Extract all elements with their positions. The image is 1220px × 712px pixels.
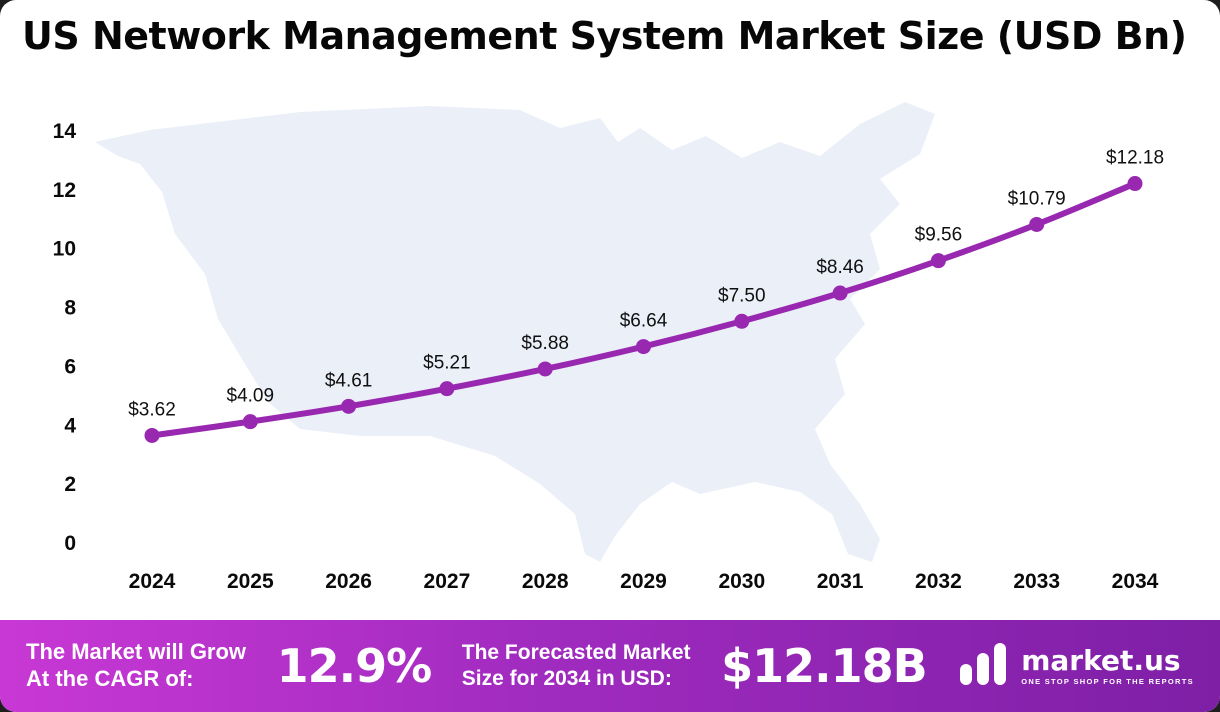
- svg-text:2: 2: [64, 473, 76, 496]
- data-point-marker: [144, 427, 160, 443]
- svg-text:4: 4: [64, 414, 76, 437]
- data-point-marker: [242, 414, 258, 430]
- data-point-marker: [734, 313, 750, 329]
- svg-text:2033: 2033: [1013, 570, 1060, 593]
- svg-text:0: 0: [64, 532, 76, 555]
- data-point-marker: [832, 285, 848, 301]
- data-point-marker: [537, 361, 553, 377]
- svg-text:2031: 2031: [817, 570, 864, 593]
- chart-area: 0 2 4 6 8 10 12 14 2024 2025 2026 2027 2028 2029 2030 2…: [0, 84, 1220, 620]
- line-chart: 0 2 4 6 8 10 12 14 2024 2025 2026 2027 2028 2029 2030 2…: [53, 102, 1164, 593]
- chart-title: US Network Management System Market Size…: [22, 14, 1187, 58]
- data-point-marker: [930, 253, 946, 269]
- svg-text:2032: 2032: [915, 570, 962, 593]
- svg-text:2027: 2027: [424, 570, 471, 593]
- svg-text:2026: 2026: [325, 570, 372, 593]
- footer-banner: The Market will Grow At the CAGR of: 12.…: [0, 620, 1220, 712]
- forecast-label-line1: The Forecasted Market: [461, 641, 691, 665]
- brand-name: market.us: [1021, 643, 1181, 677]
- brand-icon: [957, 640, 1011, 693]
- data-point-label: $12.18: [1106, 148, 1164, 169]
- svg-text:2030: 2030: [718, 570, 765, 593]
- data-point-marker: [439, 381, 455, 397]
- data-point-label: $5.21: [423, 353, 471, 374]
- svg-text:2028: 2028: [522, 570, 569, 593]
- cagr-label: The Market will Grow At the CAGR of:: [26, 639, 246, 693]
- data-point-label: $5.88: [521, 333, 569, 354]
- data-point-marker: [341, 398, 357, 414]
- cagr-value: 12.9%: [276, 639, 433, 693]
- data-point-marker: [1029, 216, 1045, 232]
- svg-text:2025: 2025: [227, 570, 274, 593]
- svg-text:6: 6: [64, 355, 76, 378]
- cagr-label-line2: At the CAGR of:: [26, 666, 194, 691]
- data-point-label: $4.09: [227, 386, 275, 407]
- forecast-label: The Forecasted Market Size for 2034 in U…: [462, 640, 691, 691]
- header: US Network Management System Market Size…: [0, 0, 1220, 84]
- data-point-label: $6.64: [620, 311, 668, 332]
- data-point-label: $8.46: [816, 257, 864, 278]
- svg-text:14: 14: [53, 120, 77, 143]
- cagr-label-line1: The Market will Grow: [26, 639, 247, 665]
- svg-text:12: 12: [53, 179, 76, 202]
- svg-text:2029: 2029: [620, 570, 667, 593]
- data-point-label: $4.61: [325, 370, 373, 391]
- svg-text:10: 10: [53, 238, 76, 261]
- data-point-label: $9.56: [915, 225, 963, 246]
- brand-text: market.us ONE STOP SHOP FOR THE REPORTS: [1021, 643, 1194, 687]
- forecast-value: $12.18B: [721, 639, 928, 693]
- brand-tagline: ONE STOP SHOP FOR THE REPORTS: [1021, 677, 1194, 687]
- data-point-label: $10.79: [1008, 188, 1066, 209]
- svg-text:2034: 2034: [1112, 570, 1159, 593]
- brand-logo: market.us ONE STOP SHOP FOR THE REPORTS: [957, 640, 1194, 693]
- data-point-marker: [636, 339, 651, 355]
- data-point-label: $7.50: [718, 285, 766, 306]
- data-point-label: $3.62: [128, 399, 176, 420]
- svg-text:8: 8: [64, 297, 76, 320]
- forecast-label-line2: Size for 2034 in USD:: [461, 667, 672, 690]
- svg-text:2024: 2024: [129, 570, 176, 593]
- us-map-silhouette: [95, 102, 935, 562]
- data-point-marker: [1127, 176, 1143, 192]
